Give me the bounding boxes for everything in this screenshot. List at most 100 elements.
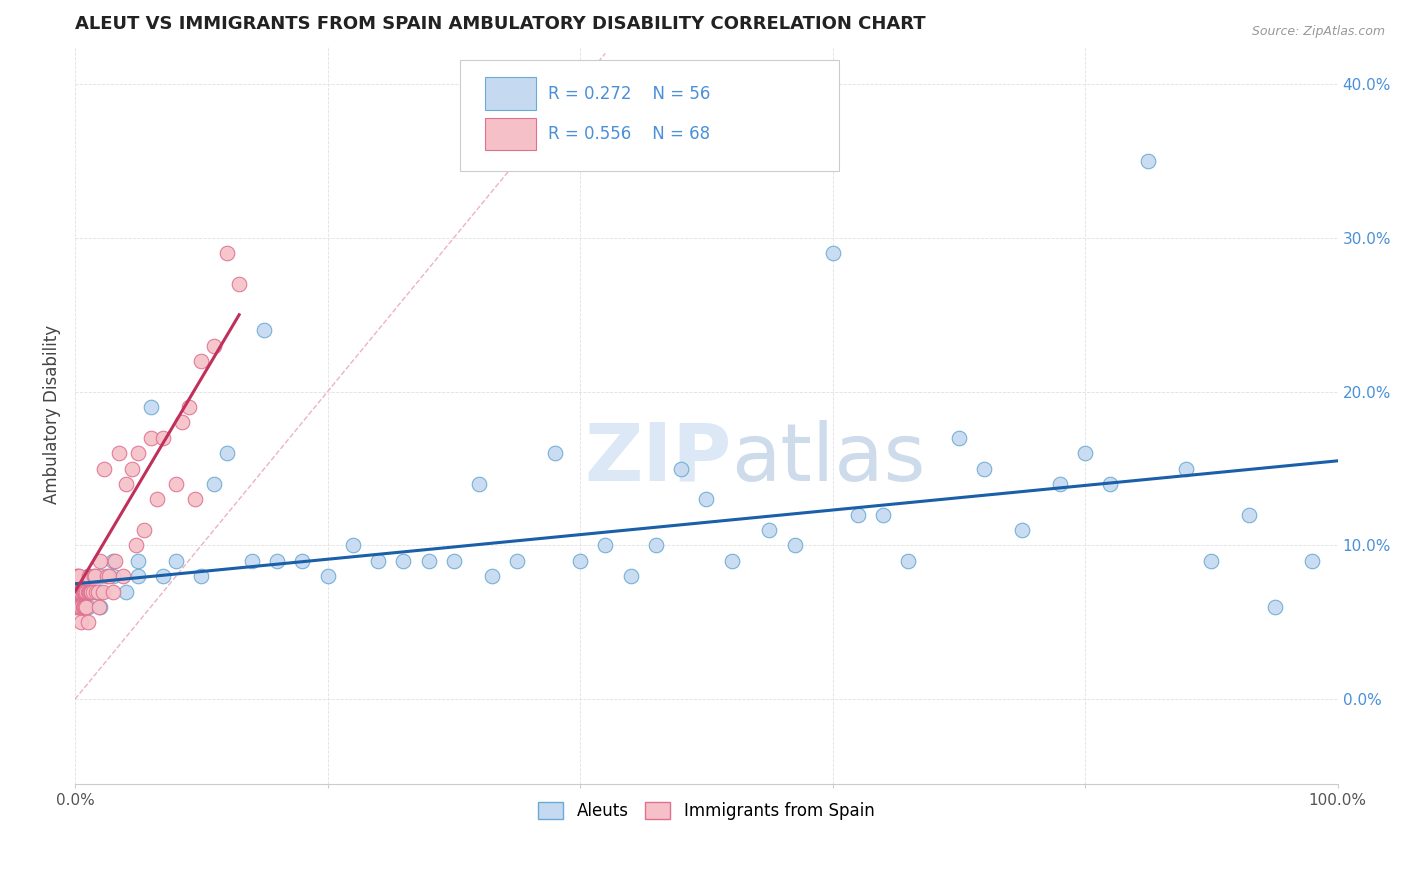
Point xyxy=(897,554,920,568)
Point xyxy=(76,569,98,583)
Point xyxy=(86,584,108,599)
Point xyxy=(418,554,440,568)
Point xyxy=(73,599,96,614)
Point xyxy=(69,599,91,614)
Point xyxy=(872,508,894,522)
Point xyxy=(76,584,98,599)
Point xyxy=(66,569,89,583)
Point xyxy=(77,584,100,599)
Point xyxy=(783,538,806,552)
Point xyxy=(172,416,194,430)
Point xyxy=(66,599,89,614)
Point xyxy=(202,338,225,352)
Point xyxy=(96,569,118,583)
Point xyxy=(79,584,101,599)
Point xyxy=(253,323,276,337)
Point xyxy=(1049,476,1071,491)
Point xyxy=(846,508,869,522)
Point xyxy=(134,523,156,537)
Point xyxy=(77,569,100,583)
Point xyxy=(80,584,103,599)
Text: ZIP: ZIP xyxy=(585,420,731,498)
Point xyxy=(1239,508,1261,522)
Text: ALEUT VS IMMIGRANTS FROM SPAIN AMBULATORY DISABILITY CORRELATION CHART: ALEUT VS IMMIGRANTS FROM SPAIN AMBULATOR… xyxy=(75,15,925,33)
Point xyxy=(89,569,111,583)
Point xyxy=(669,461,692,475)
Point xyxy=(89,584,111,599)
Point xyxy=(84,569,107,583)
Point xyxy=(65,584,87,599)
Point xyxy=(139,431,162,445)
Point xyxy=(1074,446,1097,460)
Y-axis label: Ambulatory Disability: Ambulatory Disability xyxy=(44,326,60,504)
Point xyxy=(165,554,187,568)
Point xyxy=(202,476,225,491)
Point xyxy=(240,554,263,568)
Point xyxy=(87,584,110,599)
Point xyxy=(80,584,103,599)
Point xyxy=(165,476,187,491)
Point xyxy=(190,354,212,368)
Point xyxy=(468,476,491,491)
Point xyxy=(595,538,617,552)
Point xyxy=(65,599,87,614)
Point xyxy=(152,569,174,583)
Bar xyxy=(485,118,536,151)
Point xyxy=(70,615,93,630)
Point xyxy=(66,584,89,599)
Point xyxy=(72,584,94,599)
Point xyxy=(70,584,93,599)
Point xyxy=(67,569,90,583)
Point xyxy=(75,584,97,599)
Point xyxy=(76,615,98,630)
Point xyxy=(75,599,97,614)
Point xyxy=(70,599,93,614)
Point xyxy=(1263,599,1285,614)
Point xyxy=(973,461,995,475)
Point xyxy=(266,554,288,568)
Point xyxy=(114,476,136,491)
Point xyxy=(75,584,97,599)
Point xyxy=(127,569,149,583)
Bar xyxy=(485,78,536,110)
Point xyxy=(619,569,641,583)
Point xyxy=(91,584,114,599)
Point xyxy=(190,569,212,583)
Point xyxy=(73,584,96,599)
Point xyxy=(121,461,143,475)
Point xyxy=(392,554,415,568)
Point xyxy=(481,569,503,583)
Point xyxy=(1137,153,1160,168)
Text: atlas: atlas xyxy=(731,420,927,498)
Point xyxy=(104,554,127,568)
Point xyxy=(443,554,465,568)
Text: R = 0.556    N = 68: R = 0.556 N = 68 xyxy=(548,125,710,144)
Point xyxy=(184,492,207,507)
Point xyxy=(367,554,389,568)
Point xyxy=(75,599,97,614)
Point xyxy=(124,538,146,552)
Point xyxy=(111,569,134,583)
Point xyxy=(215,246,238,260)
Point xyxy=(695,492,717,507)
Point xyxy=(342,538,364,552)
Point xyxy=(316,569,339,583)
Point xyxy=(98,569,121,583)
FancyBboxPatch shape xyxy=(460,61,839,171)
Point xyxy=(93,461,115,475)
Point xyxy=(89,599,111,614)
Point xyxy=(69,584,91,599)
Point xyxy=(67,584,90,599)
Point xyxy=(89,554,111,568)
Point xyxy=(76,584,98,599)
Point xyxy=(146,492,169,507)
Point xyxy=(228,277,250,291)
Point xyxy=(73,599,96,614)
Point xyxy=(70,584,93,599)
Point xyxy=(1175,461,1198,475)
Point xyxy=(101,584,124,599)
Point xyxy=(758,523,780,537)
Point xyxy=(177,400,200,414)
Point xyxy=(1011,523,1033,537)
Point xyxy=(108,446,131,460)
